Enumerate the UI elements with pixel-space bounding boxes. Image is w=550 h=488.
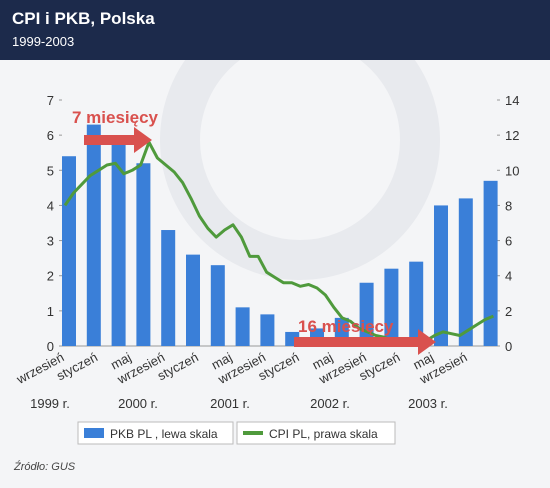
chart-subtitle: 1999-2003 xyxy=(12,34,74,49)
bar xyxy=(409,261,424,346)
legend-swatch xyxy=(84,428,104,438)
year-label: 2000 r. xyxy=(118,396,158,411)
y-tick-label: 1 xyxy=(47,304,54,319)
y2-tick-label: 10 xyxy=(505,163,519,178)
legend-label: CPI PL, prawa skala xyxy=(269,427,378,441)
year-label: 2002 r. xyxy=(310,396,350,411)
bar xyxy=(186,254,200,346)
bar xyxy=(384,268,399,346)
y-tick-label: 5 xyxy=(47,163,54,178)
legend-box xyxy=(236,421,396,445)
arrow xyxy=(84,127,152,153)
bar xyxy=(434,205,448,346)
bar xyxy=(210,265,225,346)
bar xyxy=(458,198,473,346)
y2-tick-label: 4 xyxy=(505,269,512,284)
y2-tick-label: 12 xyxy=(505,128,519,143)
bar xyxy=(161,230,176,346)
y2-tick-label: 6 xyxy=(505,234,512,249)
source: Źródło: GUS xyxy=(13,460,76,473)
legend-label: PKB PL , lewa skala xyxy=(110,427,218,441)
y-tick-label: 3 xyxy=(47,234,54,249)
legend-box xyxy=(77,421,234,445)
y2-tick-label: 2 xyxy=(505,304,512,319)
year-label: 2001 r. xyxy=(210,396,250,411)
y2-tick-label: 0 xyxy=(505,339,512,354)
annotation: 7 miesięcy xyxy=(72,108,159,127)
bar xyxy=(359,282,374,346)
header xyxy=(0,0,550,60)
bar xyxy=(86,124,101,346)
year-label: 1999 r. xyxy=(30,396,70,411)
y-tick-label: 7 xyxy=(47,93,54,108)
bar xyxy=(483,180,498,346)
arrow xyxy=(294,329,436,355)
annotation: 16 miesięcy xyxy=(298,317,394,336)
y2-tick-label: 14 xyxy=(505,93,519,108)
bar xyxy=(111,135,126,346)
bar xyxy=(235,307,250,346)
bar xyxy=(260,314,275,346)
bar xyxy=(136,163,151,346)
y-tick-label: 0 xyxy=(47,339,54,354)
y2-tick-label: 8 xyxy=(505,198,512,213)
bar xyxy=(62,156,76,346)
y-tick-label: 6 xyxy=(47,128,54,143)
y-tick-label: 4 xyxy=(47,198,54,213)
chart-title: CPI i PKB, Polska xyxy=(12,9,155,28)
y-tick-label: 2 xyxy=(47,269,54,284)
year-label: 2003 r. xyxy=(408,396,448,411)
